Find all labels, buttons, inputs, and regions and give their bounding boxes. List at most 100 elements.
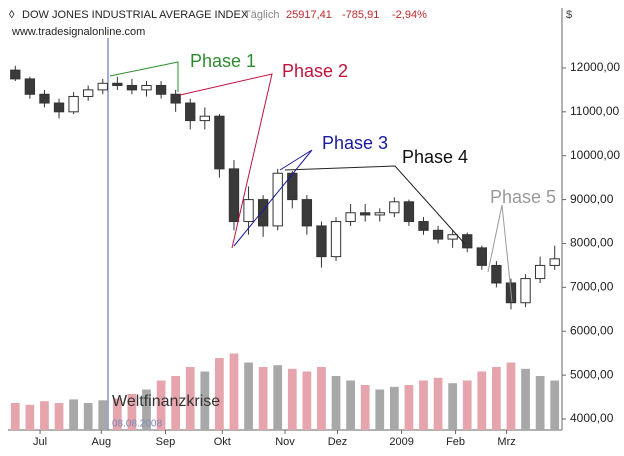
volume-bar (10, 403, 20, 430)
volume-bar (258, 367, 268, 430)
y-tick-label: 12000,00 (570, 60, 620, 74)
plot (10, 65, 560, 430)
candle-body (53, 102, 65, 113)
volume-bar (127, 394, 137, 430)
volume-bar (360, 385, 370, 430)
volume-bar (492, 367, 501, 430)
volume-bar (112, 398, 122, 430)
candle-body (360, 212, 371, 216)
candle-body (403, 201, 415, 223)
change-pct: -2,94% (392, 9, 427, 21)
y-tick-label: 9000,00 (570, 192, 614, 206)
candle-body (389, 201, 400, 214)
source: www.tradesignalonline.com (11, 26, 145, 38)
volume-bar (25, 404, 35, 430)
volume-bar (229, 353, 239, 430)
volume-bar (185, 367, 195, 430)
y-tick-label: 8000,00 (570, 236, 614, 250)
volume-bar (550, 380, 560, 430)
volume-bar (535, 376, 545, 430)
phase3-line (233, 149, 313, 247)
candle-body (199, 115, 210, 122)
candle-body (155, 84, 167, 95)
candle-body (97, 82, 108, 91)
candle-body (272, 172, 283, 227)
volume-bar (506, 362, 516, 430)
interval: Täglich (244, 9, 279, 21)
candle-body (534, 264, 546, 280)
volume-bar (40, 401, 49, 430)
candle-body (520, 278, 531, 304)
phase-label: Phase 1 (190, 51, 256, 71)
candle-body (126, 84, 138, 91)
volume-bar (287, 368, 297, 430)
volume-bar (69, 399, 78, 430)
phase1-line (109, 61, 179, 92)
x-tick-label: Mrz (497, 436, 515, 448)
candle-body (374, 212, 385, 216)
y-tick-label: 11000,00 (570, 104, 619, 118)
phase5-line (487, 204, 513, 303)
candle-body (243, 199, 254, 223)
candle-body (462, 234, 473, 249)
volume-bar (273, 365, 283, 430)
candle-body (68, 95, 79, 113)
phase-label: Phase 3 (322, 133, 388, 153)
candle-body (345, 212, 356, 223)
candle-body (170, 93, 181, 104)
y-tick-label: 6000,00 (570, 323, 614, 337)
candle-body (228, 168, 240, 223)
y-tick-label: 10000,00 (570, 148, 620, 162)
phase-label: Phase 2 (282, 61, 348, 81)
volume-bar (83, 403, 93, 430)
phase4-line (284, 165, 466, 245)
candle-body (214, 115, 225, 170)
volume-bar (462, 380, 472, 430)
volume-bar (171, 376, 181, 430)
phase-label: Phase 4 (402, 147, 468, 167)
candle-body (10, 69, 21, 80)
candle-body (39, 93, 50, 104)
volume-bar (302, 371, 312, 430)
icon: ◊ (9, 9, 15, 21)
header: ◊ DOW JONES INDUSTRIAL AVERAGE INDEX Täg… (9, 9, 572, 38)
candle-body (83, 89, 94, 97)
volume-bar (419, 380, 428, 430)
x-tick-label: Aug (92, 436, 112, 448)
y-tick-label: 4000,00 (570, 411, 614, 425)
volume-bar (389, 386, 399, 430)
candle-body (301, 199, 313, 227)
y-tick-label: 5000,00 (570, 367, 614, 381)
x-tick-label: Okt (214, 436, 231, 448)
y-tick-label: 7000,00 (570, 280, 614, 294)
volume-bar (156, 380, 166, 430)
candle-body (316, 225, 327, 258)
candle-body (185, 102, 196, 122)
volume-bar (375, 389, 385, 430)
candle-body (549, 258, 560, 266)
event-date: 08.08.2008 (112, 419, 162, 430)
last: 25917,41 (286, 9, 332, 21)
volume-bar (244, 362, 253, 430)
x-tick-label: Sep (156, 436, 176, 448)
phase-label: Phase 5 (490, 187, 556, 207)
volume-bar (142, 389, 151, 430)
candle-body (432, 229, 444, 240)
candle-body (112, 82, 123, 86)
event-label: Weltfinanzkrise (112, 393, 220, 410)
volume-bar (448, 383, 458, 430)
volume-bar (317, 367, 326, 430)
volume-bar (346, 380, 355, 430)
phase2-line (179, 73, 273, 249)
x-tick-label: Nov (275, 436, 295, 448)
candle-body (418, 221, 429, 231)
phase-lines (109, 61, 513, 303)
candle-body (330, 221, 342, 258)
volume-bar (331, 376, 341, 430)
candle-body (257, 199, 269, 227)
volume-bar (521, 368, 530, 430)
volume-bar (404, 385, 414, 430)
volume-bar (200, 371, 210, 430)
candle-body (141, 84, 152, 91)
